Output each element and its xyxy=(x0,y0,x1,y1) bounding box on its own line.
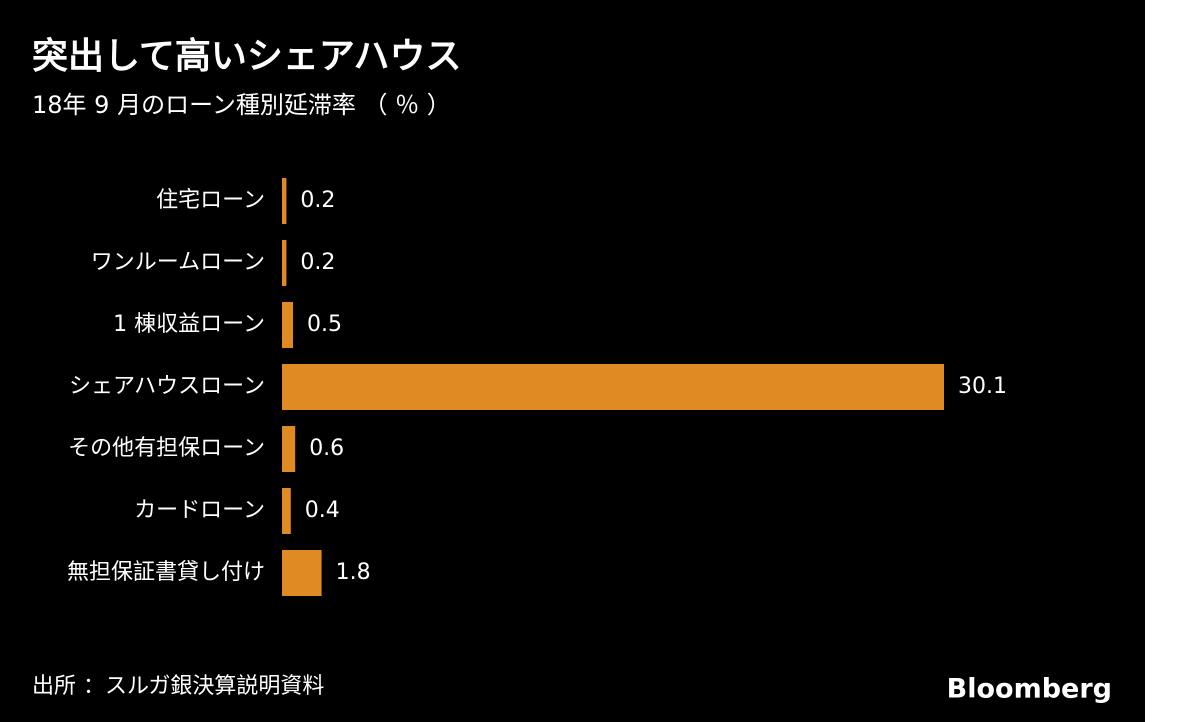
value-label: 0.2 xyxy=(300,250,335,275)
bar xyxy=(282,550,322,596)
bar xyxy=(282,240,287,286)
chart-title: 突出して高いシェアハウス xyxy=(32,36,461,77)
category-label: ワンルームローン xyxy=(91,250,265,275)
category-label: 住宅ローン xyxy=(156,188,265,213)
bar xyxy=(282,426,296,472)
value-label: 30.1 xyxy=(958,374,1007,399)
bar xyxy=(282,364,944,410)
bar xyxy=(282,302,293,348)
value-label: 0.6 xyxy=(309,436,344,461)
value-label: 0.2 xyxy=(300,188,335,213)
bar xyxy=(282,178,287,224)
source-note: 出所 ：スルガ銀決算説明資料 xyxy=(32,674,324,699)
background xyxy=(0,0,1145,722)
chart-subtitle: 18年 9 月のローン種別延滞率 （ ％ ） xyxy=(32,91,451,119)
value-label: 0.4 xyxy=(305,498,340,523)
category-label: 無担保証書貸し付け xyxy=(67,560,265,585)
bar xyxy=(282,488,291,534)
category-label: 1 棟収益ローン xyxy=(113,312,265,337)
category-label: カードローン xyxy=(134,498,265,523)
value-label: 1.8 xyxy=(336,560,371,585)
logo: Bloomberg xyxy=(947,674,1112,705)
value-label: 0.5 xyxy=(307,312,342,337)
category-label: シェアハウスローン xyxy=(69,374,265,399)
category-label: その他有担保ローン xyxy=(68,436,265,461)
